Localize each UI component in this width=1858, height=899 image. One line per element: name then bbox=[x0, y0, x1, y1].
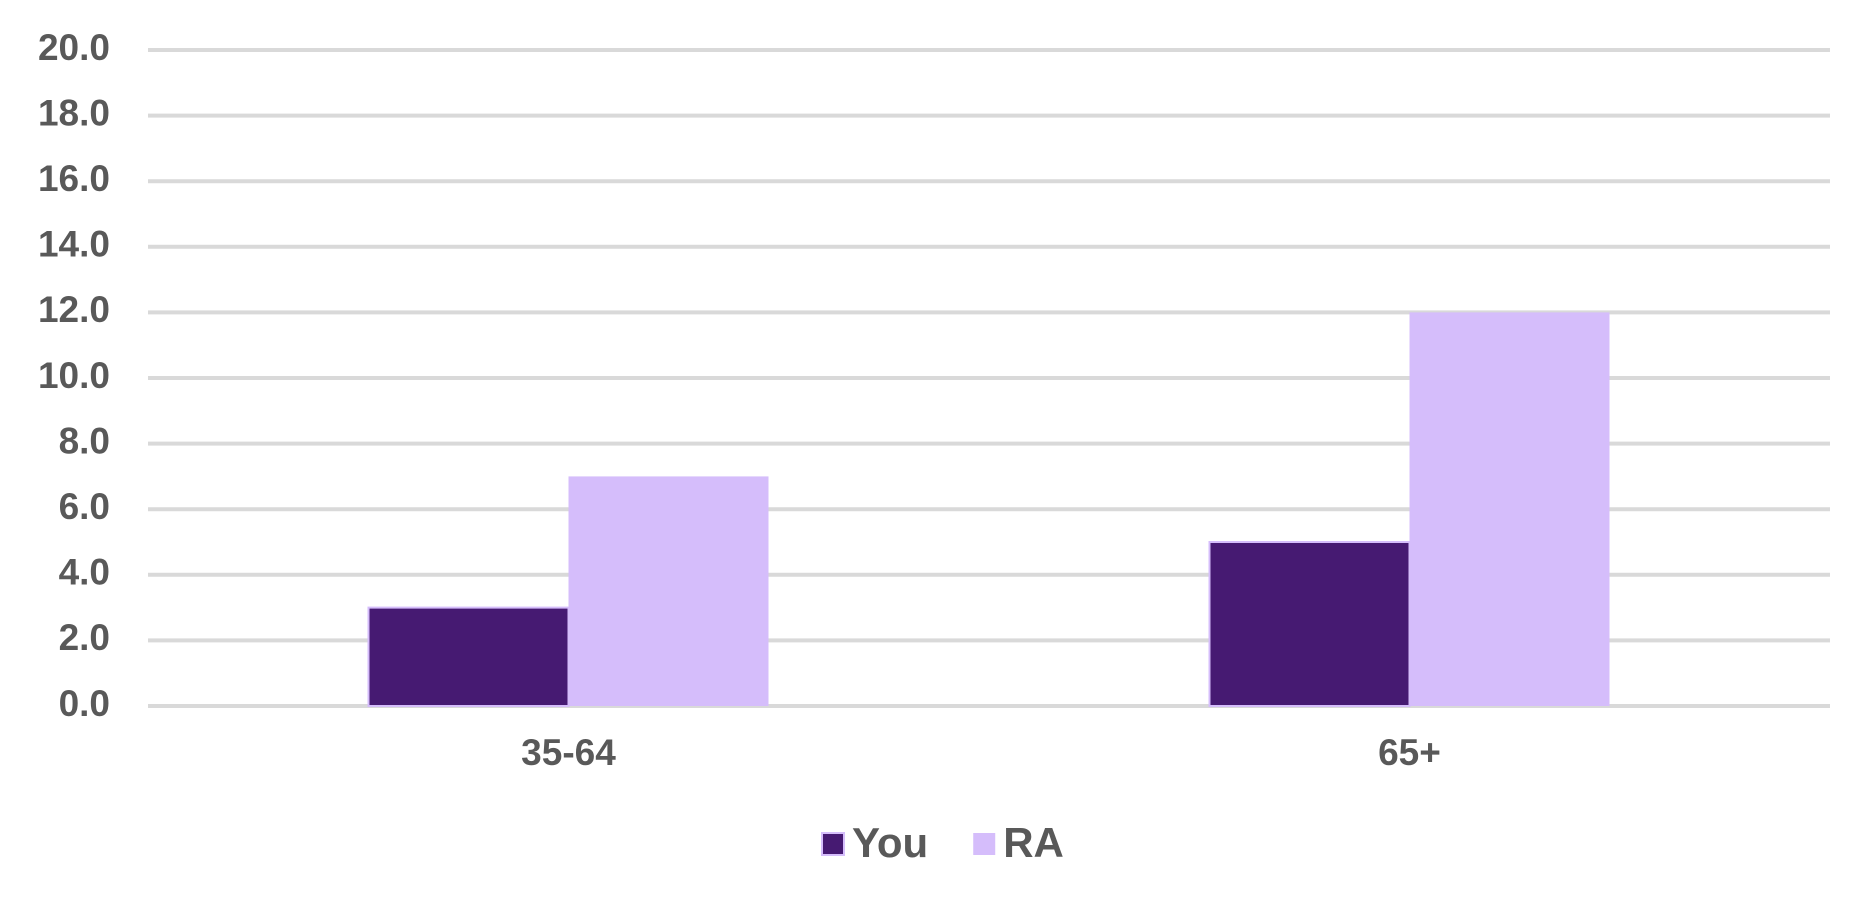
legend-swatch bbox=[821, 832, 845, 856]
bar bbox=[1409, 312, 1610, 706]
y-tick-label: 14.0 bbox=[38, 224, 110, 265]
y-tick-label: 18.0 bbox=[38, 92, 110, 133]
x-tick-label: 35-64 bbox=[521, 732, 616, 773]
y-tick-label: 6.0 bbox=[59, 486, 110, 527]
bar bbox=[1208, 541, 1411, 707]
y-tick-label: 4.0 bbox=[59, 552, 110, 593]
bar bbox=[367, 606, 570, 707]
legend-label: You bbox=[852, 819, 928, 866]
y-tick-label: 8.0 bbox=[59, 420, 110, 461]
legend-swatch bbox=[973, 833, 996, 855]
legend-label: RA bbox=[1003, 819, 1064, 866]
y-tick-label: 16.0 bbox=[38, 158, 110, 199]
y-tick-label: 0.0 bbox=[59, 683, 110, 724]
y-tick-label: 2.0 bbox=[59, 617, 110, 658]
bar bbox=[568, 476, 769, 706]
y-tick-label: 12.0 bbox=[38, 289, 110, 330]
y-tick-label: 20.0 bbox=[38, 27, 110, 68]
x-tick-label: 65+ bbox=[1378, 732, 1441, 773]
y-tick-label: 10.0 bbox=[38, 355, 110, 396]
